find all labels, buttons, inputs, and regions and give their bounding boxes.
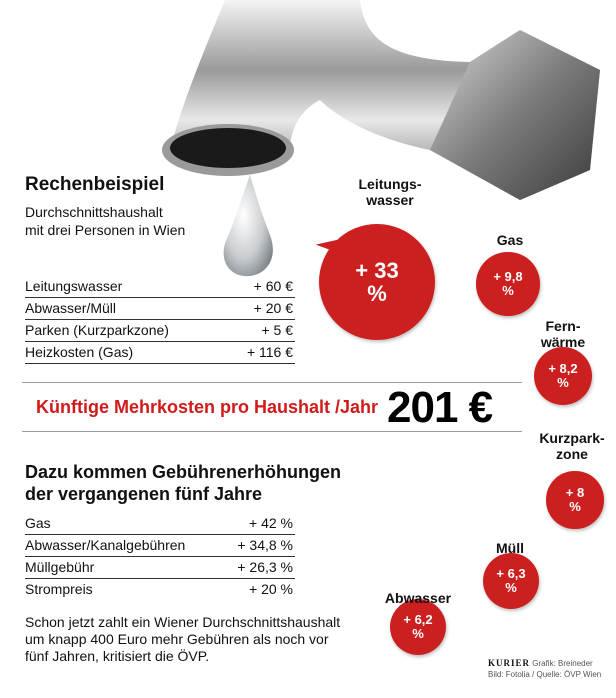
row-value: + 5 € — [261, 322, 293, 338]
row-label: Leitungswasser — [25, 278, 123, 294]
table-row: Strompreis + 20 % — [25, 579, 295, 600]
bubble-label: Müll — [485, 540, 535, 556]
bubble-unit: % — [367, 281, 387, 306]
bubble-5: + 6,3% — [483, 553, 539, 609]
row-value: + 116 € — [246, 344, 293, 360]
table-row: Abwasser/Müll + 20 € — [25, 298, 295, 320]
credit-line-1: Grafik: Breineder — [532, 659, 593, 668]
bubble-unit: % — [505, 580, 517, 595]
bubble-value: + 8,2 — [548, 361, 578, 377]
total-value: 201 € — [387, 383, 493, 432]
bubble-1: + 33% — [319, 224, 435, 340]
bubble-label-line: wasser — [366, 192, 414, 208]
table-row: Abwasser/Kanalgebühren + 34,8 % — [25, 535, 295, 557]
fees-title-line-1: Dazu kommen Gebührenerhöhungen — [25, 462, 342, 482]
brand-logo: KURIER — [488, 658, 531, 668]
bubble-4: + 8% — [546, 471, 604, 529]
bubble-label-line: Fern- — [545, 318, 581, 334]
bubble-value: + 6,2 — [403, 612, 433, 628]
bubble-label: Kurzpark-zone — [532, 430, 612, 462]
row-value: + 26,3 % — [237, 559, 293, 575]
credit: KURIER Grafik: Breineder Bild: Fotolia /… — [488, 658, 601, 680]
bubble-label-line: Leitungs- — [358, 176, 422, 192]
row-value: + 20 € — [253, 300, 293, 316]
fees-title-line-2: der vergangenen fünf Jahre — [25, 484, 263, 504]
bubble-6: + 6,2% — [390, 599, 446, 655]
total-bar: Künftige Mehrkosten pro Haushalt /Jahr 2… — [22, 382, 522, 432]
note-line-1: Schon jetzt zahlt ein Wiener Durchschnit… — [25, 614, 341, 630]
bubble-value: + 6,3 — [496, 566, 526, 582]
note-line-3: fünf Jahren, kritisiert die ÖVP. — [25, 648, 210, 664]
bubble-unit: % — [557, 374, 569, 390]
table-row: Müllgebühr + 26,3 % — [25, 557, 295, 579]
bubble-2: + 9,8% — [476, 252, 540, 316]
bubble-unit: % — [569, 498, 581, 514]
subtitle-line-1: Durchschnittshaushalt — [25, 204, 163, 220]
page-title: Rechenbeispiel — [25, 174, 165, 195]
bubble-label-line: zone — [556, 446, 588, 462]
bubble-unit: % — [412, 626, 424, 641]
row-label: Parken (Kurzparkzone) — [25, 322, 169, 338]
row-value: + 60 € — [253, 278, 293, 294]
credit-line-2: Bild: Fotolia / Quelle: ÖVP Wien — [488, 670, 602, 679]
row-value: + 34,8 % — [237, 537, 293, 553]
row-label: Abwasser/Kanalgebühren — [25, 537, 186, 553]
faucet-illustration — [162, 0, 600, 277]
row-value: + 20 % — [249, 581, 293, 597]
row-label: Gas — [25, 515, 51, 531]
bubble-label: Abwasser — [378, 590, 458, 606]
row-label: Müllgebühr — [25, 559, 95, 575]
row-label: Heizkosten (Gas) — [25, 344, 134, 360]
bubble-label: Fern-wärme — [528, 318, 598, 350]
bubble-unit: % — [502, 282, 514, 298]
row-value: + 42 % — [249, 515, 293, 531]
bubble-label-line: wärme — [540, 334, 586, 350]
bubble-label: Leitungs-wasser — [345, 176, 435, 208]
bubble-value: + 9,8 — [493, 269, 523, 285]
bubble-value: + 33 — [355, 257, 399, 283]
bubble-label-line: Kurzpark- — [539, 430, 605, 446]
bubble-label-line: Müll — [496, 540, 524, 556]
table-row: Leitungswasser + 60 € — [25, 276, 295, 298]
cost-table: Leitungswasser + 60 € Abwasser/Müll + 20… — [25, 276, 295, 364]
table-row: Parken (Kurzparkzone) + 5 € — [25, 320, 295, 342]
total-label: Künftige Mehrkosten pro Haushalt /Jahr — [36, 397, 379, 417]
bubble-3: + 8,2% — [534, 347, 592, 405]
table-row: Gas + 42 % — [25, 513, 295, 535]
bubble-label-line: Gas — [496, 232, 524, 248]
bubble-label: Gas — [485, 232, 535, 248]
bubble-value: + 8 — [565, 485, 585, 501]
row-label: Abwasser/Müll — [25, 300, 117, 316]
bubble-label-line: Abwasser — [384, 590, 452, 606]
note-line-2: um knapp 400 Euro mehr Gebühren als noch… — [25, 631, 329, 647]
fees-table: Gas + 42 % Abwasser/Kanalgebühren + 34,8… — [25, 513, 295, 600]
table-row: Heizkosten (Gas) + 116 € — [25, 342, 295, 364]
row-label: Strompreis — [25, 581, 93, 597]
subtitle-line-2: mit drei Personen in Wien — [25, 222, 186, 238]
